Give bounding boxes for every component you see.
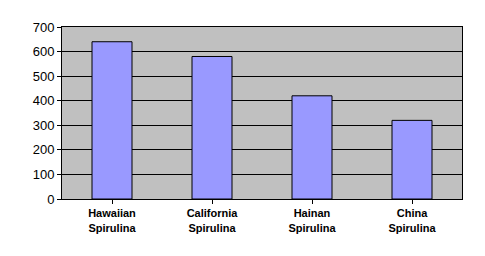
svg-text:HainanSpirulina: HainanSpirulina	[288, 207, 336, 233]
svg-text:500: 500	[33, 69, 55, 84]
svg-text:HawaiianSpirulina: HawaiianSpirulina	[88, 207, 136, 233]
svg-text:ChinaSpirulina: ChinaSpirulina	[388, 207, 436, 233]
svg-text:200: 200	[33, 142, 55, 157]
svg-text:0: 0	[47, 192, 54, 207]
svg-text:400: 400	[33, 93, 55, 108]
svg-text:700: 700	[33, 20, 55, 35]
svg-text:300: 300	[33, 118, 55, 133]
svg-text:100: 100	[33, 167, 55, 182]
svg-text:CaliforniaSpirulina: CaliforniaSpirulina	[187, 207, 239, 233]
svg-text:600: 600	[33, 44, 55, 59]
